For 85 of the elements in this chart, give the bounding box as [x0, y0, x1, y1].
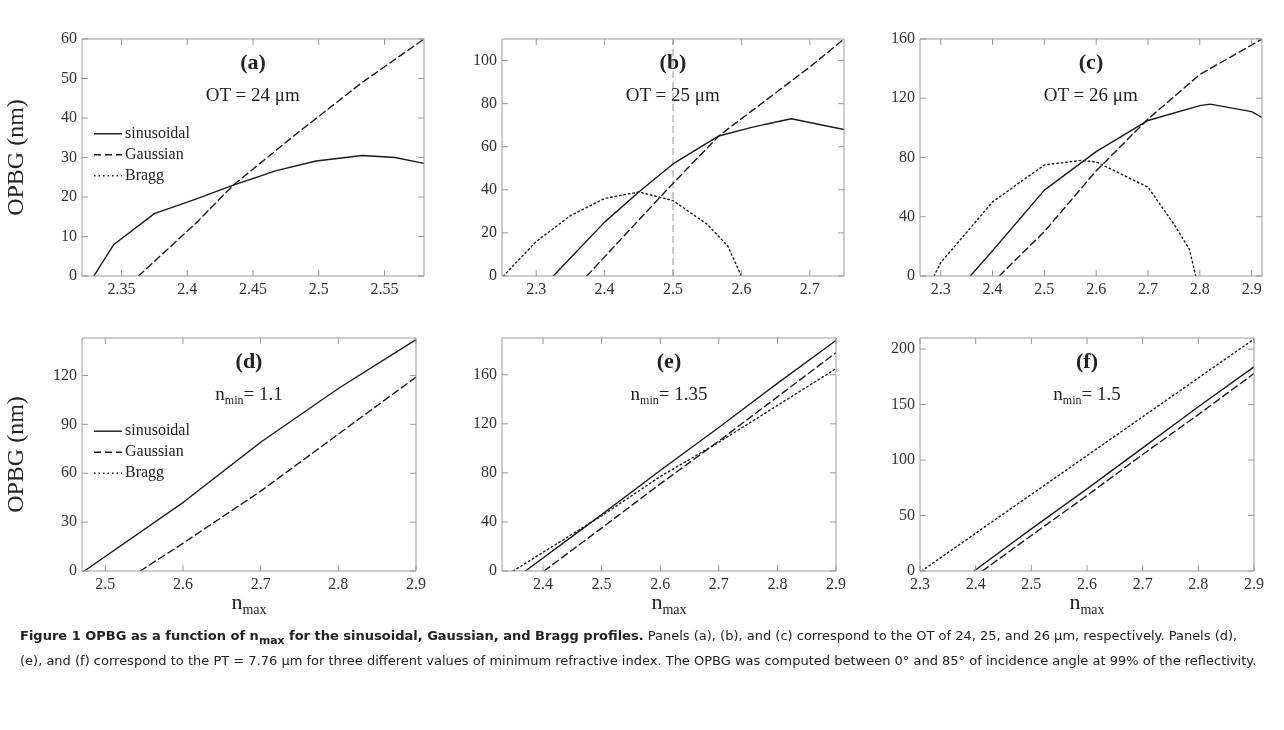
y-tick-label: 20: [481, 223, 497, 241]
x-tick-label: 2.9: [1241, 279, 1262, 297]
x-tick-label: 2.8: [328, 574, 349, 592]
x-tick-label: 2.5: [1021, 574, 1042, 592]
y-tick-label: 0: [489, 561, 497, 579]
legend-label: sinusoidal: [125, 124, 191, 141]
text: OT = 26 μm: [1043, 84, 1139, 105]
text: Figure 1 OPBG as a function of n$_{max}$ for the sinusoidal, Gaussian, and Bragg profiles.: [20, 628, 644, 647]
y-tick-label: 50: [61, 68, 77, 86]
y-tick-label: 60: [61, 463, 77, 481]
text: OT = 24 μm: [205, 84, 301, 105]
x-tick-label: 2.3: [526, 279, 547, 297]
x-tick-label: 2.9: [1244, 574, 1264, 592]
x-tick-label: 2.5: [308, 279, 329, 297]
y-tick-label: 160: [891, 29, 915, 47]
y-tick-label: 60: [61, 29, 77, 47]
legend-label: Bragg: [125, 463, 165, 482]
y-tick-label: 30: [61, 147, 77, 165]
legend-label: Gaussian: [125, 145, 184, 162]
y-tick-label: 60: [481, 136, 497, 154]
y-tick-label: 40: [61, 108, 77, 126]
text: (f): [1076, 348, 1098, 373]
text: (d): [235, 348, 263, 373]
x-tick-label: 2.55: [370, 279, 399, 297]
y-tick-label: 100: [473, 50, 497, 68]
y-tick-label: 200: [891, 339, 915, 357]
y-axis-title: OPBG (nm): [1, 99, 28, 216]
y-tick-label: 100: [891, 450, 915, 468]
text: (b): [659, 49, 687, 74]
x-tick-label: 2.6: [172, 574, 193, 592]
x-tick-label: 2.7: [1132, 574, 1153, 592]
x-tick-label: 2.7: [799, 279, 820, 297]
x-tick-label: 2.3: [930, 279, 951, 297]
x-tick-label: 2.5: [95, 574, 116, 592]
y-tick-label: 0: [489, 266, 497, 284]
y-tick-label: 80: [899, 147, 915, 165]
x-tick-label: 2.9: [826, 574, 846, 592]
x-tick-label: 2.4: [177, 279, 198, 297]
x-tick-label: 2.5: [1034, 279, 1055, 297]
x-tick-label: 2.4: [982, 279, 1003, 297]
x-tick-label: 2.35: [107, 279, 136, 297]
legend-label: Gaussian: [125, 442, 184, 460]
y-tick-label: 20: [61, 187, 77, 205]
y-tick-label: 80: [481, 93, 497, 111]
y-axis-title: OPBG (nm): [1, 396, 28, 513]
line-series: [920, 338, 1254, 571]
x-tick-label: 2.6: [1077, 574, 1097, 592]
y-tick-label: 120: [53, 365, 77, 383]
x-tick-label: 2.8: [1189, 279, 1210, 297]
x-tick-label: 2.6: [1086, 279, 1107, 297]
x-tick-label: 2.6: [650, 574, 671, 592]
text: (c): [1078, 49, 1104, 74]
x-tick-label: 2.9: [406, 574, 426, 592]
y-tick-label: 30: [61, 512, 77, 530]
x-tick-label: 2.8: [1188, 574, 1209, 592]
y-tick-label: 120: [473, 414, 497, 432]
y-tick-label: 40: [481, 512, 497, 530]
x-tick-label: 2.4: [533, 574, 554, 592]
y-tick-label: 10: [61, 226, 77, 244]
y-tick-label: 0: [69, 266, 77, 284]
y-tick-label: 0: [907, 266, 915, 284]
text: OT = 25 μm: [625, 84, 721, 105]
x-tick-label: 2.5: [663, 279, 683, 297]
y-tick-label: 40: [481, 180, 497, 198]
x-tick-label: 2.5: [591, 574, 612, 592]
x-tick-label: 2.7: [1138, 279, 1158, 297]
text: (a): [240, 49, 266, 74]
x-tick-label: 2.8: [767, 574, 788, 592]
y-tick-label: 160: [473, 364, 497, 382]
x-tick-label: 2.7: [250, 574, 271, 592]
y-tick-label: 90: [61, 414, 77, 432]
x-tick-label: 2.4: [594, 279, 615, 297]
text: (e): [656, 348, 682, 373]
legend-label: Bragg: [125, 166, 165, 184]
x-tick-label: 2.45: [239, 279, 267, 297]
x-tick-label: 2.6: [731, 279, 752, 297]
y-tick-label: 50: [899, 505, 915, 523]
x-tick-label: 2.7: [708, 574, 729, 592]
y-tick-label: 40: [899, 206, 915, 224]
x-tick-label: 2.4: [965, 574, 986, 592]
y-tick-label: 0: [69, 561, 77, 579]
y-tick-label: 80: [481, 463, 497, 481]
y-tick-label: 120: [891, 88, 915, 106]
y-tick-label: 150: [891, 394, 915, 412]
legend-label: sinusoidal: [125, 421, 191, 439]
